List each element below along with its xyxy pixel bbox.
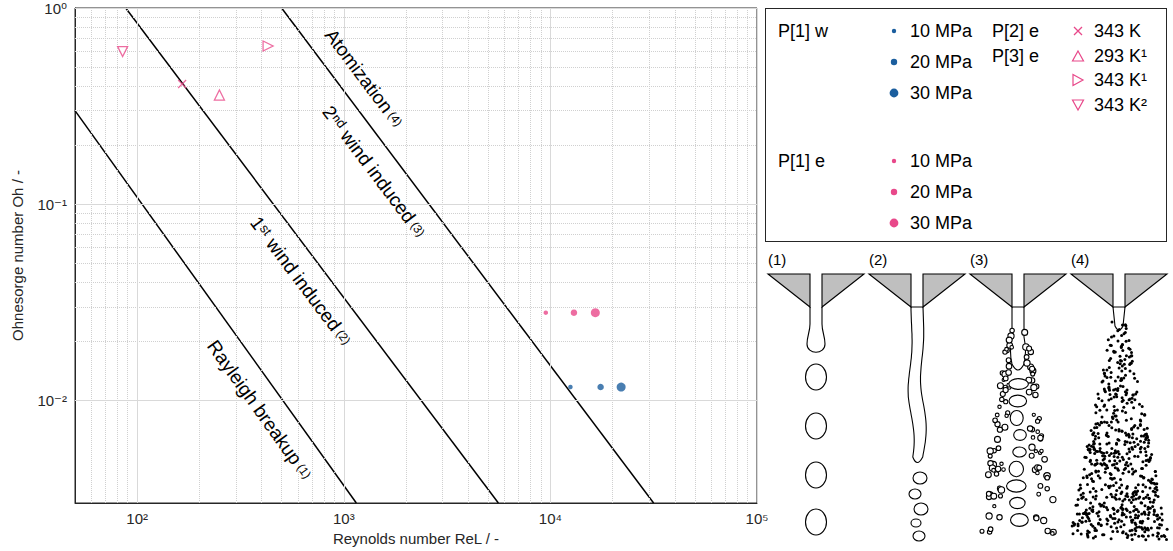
svg-text:10⁵: 10⁵ [746,510,769,527]
svg-text:10⁻¹: 10⁻¹ [37,196,67,213]
svg-text:Reynolds number ReL / -: Reynolds number ReL / - [333,530,499,547]
svg-text:Ohnesorge number Oh / -: Ohnesorge number Oh / - [9,170,26,341]
html-text:30 MPa: 30 MPa [910,213,972,233]
html-text:343 K¹: 343 K¹ [1094,70,1147,90]
svg-text:10⁰: 10⁰ [44,0,67,17]
svg-text:(4): (4) [385,109,405,129]
svg-text:10⁴: 10⁴ [539,510,562,527]
html-text:P[2] e: P[2] e [992,21,1039,41]
svg-text:1ˢᵗ wind induced: 1ˢᵗ wind induced [246,213,345,335]
svg-text:2ⁿᵈ wind induced: 2ⁿᵈ wind induced [318,102,419,227]
svg-text:(1): (1) [768,252,786,268]
svg-text:(2): (2) [869,252,887,268]
svg-text:(1): (1) [294,461,314,481]
svg-text:Rayleigh breakup: Rayleigh breakup [203,336,306,468]
html-text:P[3] e: P[3] e [992,45,1039,66]
svg-text:10⁻²: 10⁻² [37,392,67,409]
html-text:10 MPa: 10 MPa [910,21,972,41]
svg-text:(4): (4) [1071,252,1089,268]
html-text:P[1] e: P[1] e [778,151,825,171]
svg-text:(2): (2) [333,327,353,347]
svg-text:Atomization: Atomization [321,25,397,117]
html-text:293 K¹: 293 K¹ [1094,45,1147,66]
html-text:30 MPa: 30 MPa [910,83,972,103]
html-text:343 K: 343 K [1094,21,1141,41]
svg-text:10²: 10² [126,510,148,527]
html-text:20 MPa: 20 MPa [910,182,972,202]
svg-text:(3): (3) [970,252,988,268]
html-text:10 MPa: 10 MPa [910,151,972,171]
svg-text:(3): (3) [408,219,428,239]
html-text:343 K²: 343 K² [1094,94,1147,115]
html-text:20 MPa: 20 MPa [910,52,972,72]
html-text:P[1] w: P[1] w [778,21,828,41]
svg-text:10³: 10³ [333,510,355,527]
